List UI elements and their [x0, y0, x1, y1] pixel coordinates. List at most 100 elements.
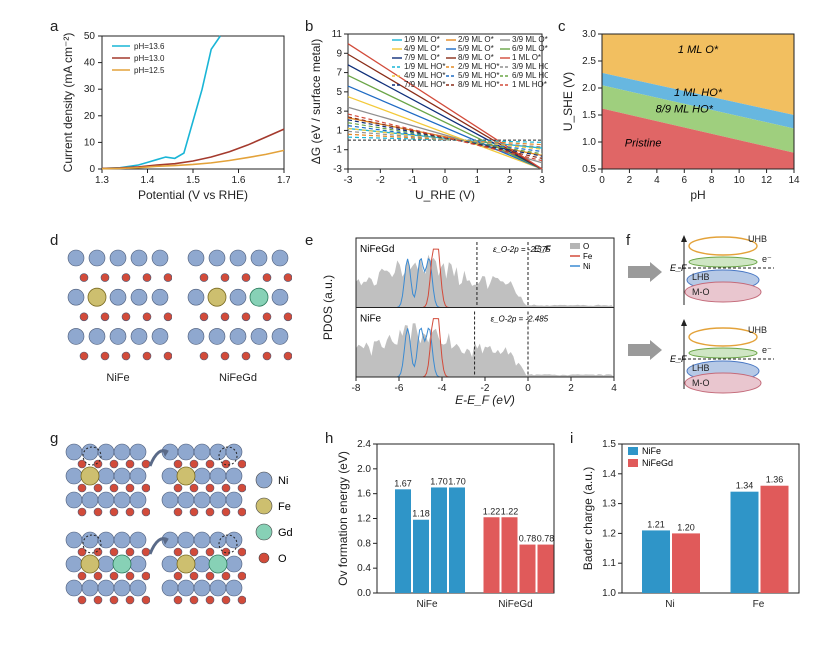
lattice-model [158, 530, 246, 610]
svg-text:M-O: M-O [692, 378, 710, 388]
svg-text:Potential (V vs RHE): Potential (V vs RHE) [138, 188, 248, 202]
svg-text:Ni: Ni [665, 599, 674, 610]
svg-text:2.0: 2.0 [357, 464, 371, 475]
svg-text:1.7: 1.7 [277, 175, 290, 186]
panel-h-chart: 0.00.40.81.21.62.02.41.671.181.701.70NiF… [335, 436, 560, 621]
svg-text:1/9 ML HO*: 1/9 ML HO* [404, 62, 446, 71]
svg-text:NiFe: NiFe [642, 446, 661, 456]
svg-text:1.1: 1.1 [602, 558, 616, 569]
svg-text:2: 2 [568, 383, 574, 394]
svg-text:Fe: Fe [583, 252, 593, 261]
band-diagram: E_F UHB e⁻ LHB M-O [668, 316, 778, 394]
svg-text:0: 0 [442, 175, 448, 186]
svg-text:pH=13.6: pH=13.6 [134, 42, 165, 51]
svg-text:1.5: 1.5 [602, 439, 616, 450]
panel-label-d: d [50, 232, 58, 249]
svg-text:1 ML HO*: 1 ML HO* [674, 87, 723, 99]
svg-text:3: 3 [539, 175, 545, 186]
svg-text:2.4: 2.4 [357, 439, 371, 450]
svg-text:8/9 ML HO*: 8/9 ML HO* [656, 103, 714, 115]
svg-text:1.70: 1.70 [448, 476, 466, 486]
svg-text:-4: -4 [438, 383, 447, 394]
curve-arrow-icon [148, 444, 170, 470]
svg-text:-1: -1 [333, 145, 342, 156]
svg-text:pH=13.0: pH=13.0 [134, 54, 165, 63]
svg-text:1.2: 1.2 [357, 514, 371, 525]
svg-text:E_F: E_F [534, 244, 551, 254]
svg-text:Bader charge (a.u.): Bader charge (a.u.) [581, 467, 595, 570]
svg-text:0.78: 0.78 [519, 534, 537, 544]
series-pH=13.0 [102, 129, 284, 168]
svg-text:2.5: 2.5 [582, 56, 596, 67]
svg-text:e⁻: e⁻ [762, 345, 772, 355]
svg-text:0.78: 0.78 [537, 534, 555, 544]
svg-text:1.18: 1.18 [412, 509, 430, 519]
panel-e-chart: ε_O-2p = -2.375NiFeGdE_FOFeNiε_O-2p = -2… [320, 232, 620, 407]
svg-text:Ov formation energy (eV): Ov formation energy (eV) [336, 451, 350, 586]
svg-text:1 ML O*: 1 ML O* [512, 53, 541, 62]
svg-text:-2: -2 [376, 175, 385, 186]
svg-text:2.0: 2.0 [582, 83, 596, 94]
svg-text:NiFeGd: NiFeGd [642, 458, 673, 468]
svg-text:1.0: 1.0 [582, 137, 596, 148]
svg-text:1.4: 1.4 [141, 175, 155, 186]
panel-label-i: i [570, 430, 573, 447]
panel-label-a: a [50, 18, 58, 35]
panel-d-caption-nifegd: NiFeGd [184, 372, 292, 384]
svg-text:1.22: 1.22 [483, 506, 501, 516]
svg-text:10: 10 [734, 175, 746, 186]
svg-text:1.5: 1.5 [582, 110, 596, 121]
panel-a-chart: 1.31.41.51.61.701020304050pH=13.6pH=13.0… [60, 28, 290, 203]
panel-label-e: e [305, 232, 313, 249]
svg-text:7: 7 [336, 68, 342, 79]
svg-text:ε_O-2p = -2.485: ε_O-2p = -2.485 [491, 315, 549, 324]
svg-text:6/9 ML O*: 6/9 ML O* [512, 44, 548, 53]
svg-text:NiFe: NiFe [416, 599, 438, 610]
svg-text:30: 30 [84, 84, 96, 95]
svg-text:1/9 ML O*: 1/9 ML O* [404, 35, 440, 44]
svg-text:4/9 ML O*: 4/9 ML O* [404, 44, 440, 53]
svg-text:O: O [583, 242, 589, 251]
svg-text:1.6: 1.6 [232, 175, 246, 186]
svg-text:3: 3 [336, 106, 342, 117]
svg-text:NiFe: NiFe [360, 314, 382, 325]
svg-text:1.5: 1.5 [186, 175, 200, 186]
svg-text:1: 1 [475, 175, 481, 186]
svg-text:1.21: 1.21 [647, 519, 665, 529]
svg-text:Gd: Gd [278, 527, 293, 539]
svg-text:9: 9 [336, 48, 342, 59]
svg-text:-3: -3 [333, 164, 342, 175]
svg-text:PDOS (a.u.): PDOS (a.u.) [321, 275, 335, 340]
svg-text:5: 5 [336, 87, 342, 98]
svg-text:1: 1 [336, 125, 342, 136]
svg-text:4: 4 [611, 383, 617, 394]
svg-text:1.3: 1.3 [95, 175, 109, 186]
svg-text:E_F: E_F [670, 263, 687, 273]
svg-text:10: 10 [84, 137, 96, 148]
svg-text:7/9 ML O*: 7/9 ML O* [404, 53, 440, 62]
svg-text:1.3: 1.3 [602, 499, 616, 510]
svg-text:12: 12 [761, 175, 773, 186]
svg-text:pH=12.5: pH=12.5 [134, 66, 165, 75]
panel-b-chart: -3-2-10123-3-113579111/9 ML O*2/9 ML O*3… [308, 28, 548, 203]
panel-d-caption-nife: NiFe [64, 372, 172, 384]
svg-text:2/9 ML O*: 2/9 ML O* [458, 35, 494, 44]
svg-text:Fe: Fe [753, 599, 765, 610]
svg-text:5/9 ML HO*: 5/9 ML HO* [458, 71, 500, 80]
svg-text:E_F: E_F [670, 354, 687, 364]
svg-text:5/9 ML O*: 5/9 ML O* [458, 44, 494, 53]
svg-text:UHB: UHB [748, 234, 767, 244]
svg-text:ΔG (eV / surface metal): ΔG (eV / surface metal) [309, 39, 323, 164]
atom-legend: NiFeGdO [252, 470, 312, 580]
svg-text:-3: -3 [344, 175, 353, 186]
svg-text:NiFeGd: NiFeGd [498, 599, 532, 610]
svg-text:1.6: 1.6 [357, 489, 371, 500]
svg-text:4: 4 [654, 175, 660, 186]
svg-text:0: 0 [525, 383, 531, 394]
svg-text:Current density (mA cm⁻²): Current density (mA cm⁻²) [61, 33, 75, 173]
svg-text:1.70: 1.70 [430, 476, 448, 486]
svg-text:0.4: 0.4 [357, 563, 371, 574]
svg-text:LHB: LHB [692, 363, 710, 373]
svg-text:3/9 ML HO*: 3/9 ML HO* [512, 62, 548, 71]
svg-text:UHB: UHB [748, 325, 767, 335]
